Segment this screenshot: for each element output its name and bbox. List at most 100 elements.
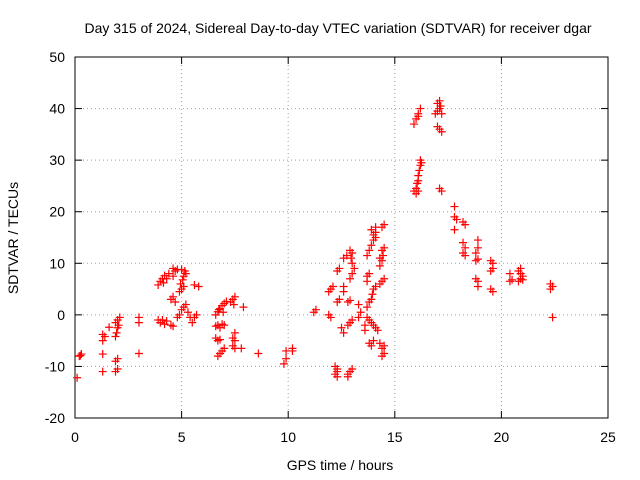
data-point (369, 336, 378, 345)
data-point (113, 354, 122, 363)
x-axis-label: GPS time / hours (287, 457, 394, 473)
x-tick-label: 0 (71, 429, 79, 445)
data-point (229, 300, 238, 309)
data-point (311, 305, 320, 314)
data-point (166, 321, 175, 330)
data-point (346, 246, 355, 255)
data-point (288, 344, 297, 353)
data-point (368, 290, 377, 299)
y-tick-label: -20 (45, 410, 65, 426)
data-point (488, 287, 497, 296)
data-point (279, 359, 288, 368)
data-point (414, 187, 423, 196)
data-point (347, 254, 356, 263)
data-point (237, 344, 246, 353)
data-point (461, 220, 470, 229)
data-point (214, 305, 223, 314)
data-point (282, 354, 291, 363)
data-point (378, 352, 387, 361)
data-point (380, 220, 389, 229)
data-point (98, 330, 107, 339)
data-point (215, 335, 224, 344)
data-point (159, 278, 168, 287)
data-point (505, 277, 514, 286)
data-point (343, 372, 352, 381)
data-point (435, 96, 444, 105)
data-point (111, 332, 120, 341)
x-tick-label: 20 (494, 429, 510, 445)
data-point (363, 303, 372, 312)
data-point (337, 323, 346, 332)
y-tick-label: 10 (49, 255, 65, 271)
data-point (162, 317, 171, 326)
data-point (194, 282, 203, 291)
data-point (518, 275, 527, 284)
data-point (367, 241, 376, 250)
x-tick-label: 15 (387, 429, 403, 445)
data-point (230, 328, 239, 337)
data-point (452, 215, 461, 224)
x-axis-ticks: 0 5 10 15 20 25 (71, 57, 616, 445)
y-tick-label: 30 (49, 152, 65, 168)
data-point (348, 269, 357, 278)
data-point (239, 303, 248, 312)
data-point (114, 321, 123, 330)
data-point (178, 275, 187, 284)
data-points (73, 96, 557, 382)
data-point (371, 282, 380, 291)
data-point (164, 269, 173, 278)
chart-title: Day 315 of 2024, Sidereal Day-to-day VTE… (84, 20, 591, 36)
data-point (181, 300, 190, 309)
data-point (220, 299, 229, 308)
data-point (437, 127, 446, 136)
data-point (335, 295, 344, 304)
data-point (162, 274, 171, 283)
data-point (348, 316, 357, 325)
x-tick-label: 25 (600, 429, 616, 445)
data-point (461, 243, 470, 252)
data-point (343, 297, 352, 306)
y-tick-label: -10 (45, 358, 65, 374)
data-point (339, 282, 348, 291)
data-point (113, 365, 122, 374)
data-point (220, 344, 229, 353)
data-point (380, 243, 389, 252)
y-tick-label: 40 (49, 101, 65, 117)
data-point (192, 310, 201, 319)
data-point (354, 313, 363, 322)
data-point (375, 261, 384, 270)
data-point (348, 259, 357, 268)
data-point (98, 367, 107, 376)
data-point (346, 274, 355, 283)
data-point (169, 264, 178, 273)
data-point (335, 264, 344, 273)
data-point (230, 292, 239, 301)
data-point (508, 275, 517, 284)
data-point (414, 112, 423, 121)
data-point (169, 272, 178, 281)
data-point (488, 264, 497, 273)
data-point (76, 351, 85, 360)
data-point (473, 255, 482, 264)
data-point (339, 328, 348, 337)
data-point (367, 225, 376, 234)
y-tick-label: 50 (49, 49, 65, 65)
data-point (461, 251, 470, 260)
data-point (375, 339, 384, 348)
data-point (459, 238, 468, 247)
data-point (115, 313, 124, 322)
data-point (134, 349, 143, 358)
data-point (350, 264, 359, 273)
data-point (380, 274, 389, 283)
data-point (326, 313, 335, 322)
data-point (450, 202, 459, 211)
data-point (175, 310, 184, 319)
data-point (363, 251, 372, 260)
data-point (220, 321, 229, 330)
data-point (354, 300, 363, 309)
data-point (328, 282, 337, 291)
data-point (437, 109, 446, 118)
y-axis-ticks: -20 -10 0 10 20 30 40 50 (45, 49, 608, 426)
data-point (134, 313, 143, 322)
data-point (190, 280, 199, 289)
